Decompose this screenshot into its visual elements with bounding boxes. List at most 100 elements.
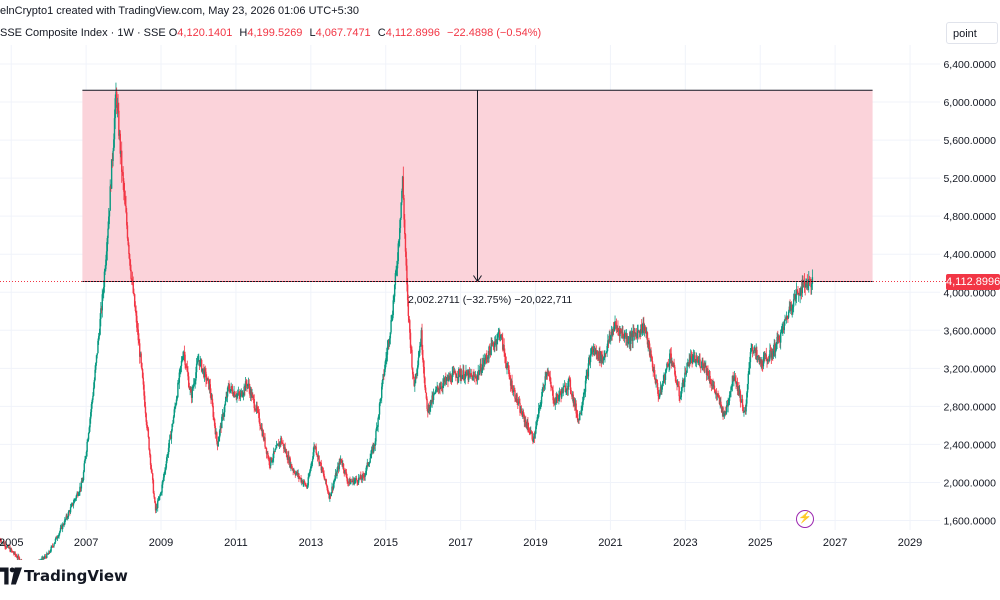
candle-body xyxy=(496,340,498,345)
candle-body xyxy=(176,396,178,400)
candle-body xyxy=(767,360,770,362)
candle-body xyxy=(430,400,433,404)
candle-body xyxy=(572,394,574,404)
candle-body xyxy=(491,343,494,345)
candle-body xyxy=(156,506,158,508)
tradingview-logo-text: TradingView xyxy=(24,567,128,585)
measure-label: 2,002.2711 (−32.75%) −20,022,711 xyxy=(408,293,573,306)
candle-body xyxy=(527,421,529,428)
y-tick-label: 3,600.0000 xyxy=(943,325,996,337)
candle-body xyxy=(560,393,562,398)
candle-body xyxy=(650,350,652,358)
candle-body xyxy=(260,427,263,430)
candle-body xyxy=(518,401,520,403)
candle-body xyxy=(240,391,242,394)
candle-body xyxy=(588,359,590,364)
candle-body xyxy=(733,378,735,382)
candle-body xyxy=(545,376,547,378)
candle-body xyxy=(557,397,559,400)
candle-body xyxy=(776,336,778,343)
candle-body xyxy=(121,171,124,173)
candle-body xyxy=(790,304,793,311)
candle-body xyxy=(616,327,618,329)
candle-body xyxy=(391,315,394,321)
candle-body xyxy=(569,379,572,391)
candle-body xyxy=(65,515,67,520)
candle-body xyxy=(666,363,669,365)
candle-body xyxy=(200,360,202,361)
candle-body xyxy=(99,319,101,335)
y-tick-label: 2,000.0000 xyxy=(943,477,996,489)
x-tick-label: 2021 xyxy=(598,537,622,549)
candle-body xyxy=(479,363,482,371)
candle-body xyxy=(486,356,488,359)
candle-body xyxy=(445,377,447,382)
candle-body xyxy=(42,557,44,559)
candle-body xyxy=(154,497,156,503)
candle-body xyxy=(683,382,685,387)
price-unit-button[interactable]: point xyxy=(946,22,998,44)
candle-body xyxy=(275,445,278,449)
candle-body xyxy=(487,357,489,359)
candle-body xyxy=(710,382,712,384)
candle-body xyxy=(555,398,557,403)
y-axis: 1,600.0000 2,000.0000 2,400.0000 2,800.0000… xyxy=(943,59,996,527)
candle-body xyxy=(195,372,197,381)
candle-body xyxy=(458,368,461,371)
candle-body xyxy=(155,506,157,511)
candle-body xyxy=(373,444,375,452)
candle-body xyxy=(527,427,530,432)
candle-body xyxy=(339,458,342,462)
candle-body xyxy=(648,341,650,344)
candle-body xyxy=(2,541,4,543)
candle-body xyxy=(414,373,417,384)
candle-body xyxy=(1,542,3,543)
candle-body xyxy=(62,524,65,526)
x-tick-label: 2023 xyxy=(673,537,697,549)
candle-body xyxy=(441,387,443,389)
candle-body xyxy=(732,375,734,382)
candle-body xyxy=(100,308,102,320)
candle-body xyxy=(372,447,374,452)
candle-body xyxy=(9,547,11,552)
x-tick-label: 2027 xyxy=(823,537,847,549)
candle-body xyxy=(704,362,706,368)
candle-body xyxy=(175,399,178,405)
candle-body xyxy=(352,478,354,482)
candle-body xyxy=(777,336,779,341)
candle-body xyxy=(492,343,495,346)
candle-body xyxy=(596,351,598,355)
candle-body xyxy=(427,408,429,413)
flash-icon[interactable]: ⚡ xyxy=(796,510,814,528)
candle-body xyxy=(334,473,337,479)
candle-body xyxy=(636,331,639,339)
candle-body xyxy=(707,375,710,380)
candle-body xyxy=(507,365,509,367)
low-label: L xyxy=(309,27,316,39)
candle-body xyxy=(501,335,503,338)
candle-body xyxy=(724,411,726,414)
candle-body xyxy=(640,324,643,333)
candle-body xyxy=(694,355,696,363)
candle-body xyxy=(594,350,597,355)
candle-body xyxy=(579,412,582,414)
candle-body xyxy=(811,277,814,284)
candle-body xyxy=(321,467,324,472)
symbol-name[interactable]: SSE Composite Index · 1W · SSE xyxy=(0,27,166,39)
candle-body xyxy=(265,446,267,448)
candle-body xyxy=(3,543,6,545)
candle-body xyxy=(92,387,95,396)
tradingview-logo[interactable]: TradingView xyxy=(0,566,128,586)
candle-body xyxy=(285,450,288,458)
candle-body xyxy=(784,319,786,322)
candle-body xyxy=(664,374,666,380)
symbol-legend[interactable]: SSE Composite Index · 1W · SSE O4,120.14… xyxy=(0,27,545,39)
candle-body xyxy=(723,415,725,417)
candle-body xyxy=(294,473,296,475)
x-tick-label: 2019 xyxy=(523,537,547,549)
candles xyxy=(0,82,814,573)
candle-body xyxy=(249,388,251,396)
candle-body xyxy=(507,365,510,370)
candle-body xyxy=(73,500,75,504)
